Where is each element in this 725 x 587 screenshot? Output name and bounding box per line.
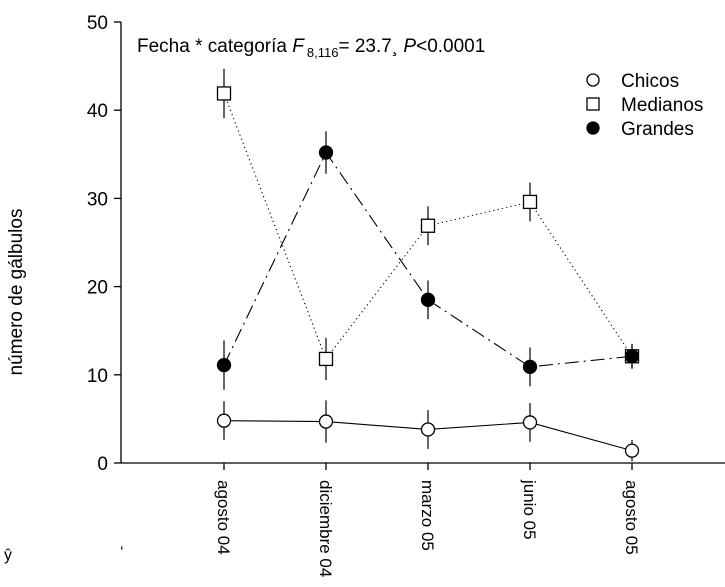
marker-grandes — [522, 359, 538, 375]
legend-label-chicos: Chicos — [621, 71, 679, 92]
markers — [216, 86, 640, 458]
annotation-prefix: Fecha * categoría — [137, 36, 292, 57]
marker-chicos — [522, 415, 538, 430]
series-line-grandes — [223, 151, 633, 368]
stray-mark-left: ŷ — [4, 547, 12, 564]
series-lines — [223, 93, 633, 452]
x-tick-label: agosto 04 — [214, 480, 233, 555]
marker-chicos — [318, 414, 334, 429]
y-tick-label: 10 — [87, 366, 108, 387]
marker-chicos — [624, 443, 640, 458]
annotation-p-value: <0.0001 — [416, 36, 485, 57]
y-tick-label: 40 — [87, 101, 108, 122]
legend-label-medianos: Medianos — [621, 95, 703, 116]
x-tick-label: junio 05 — [520, 479, 539, 540]
y-tick-label: 0 — [97, 454, 108, 475]
annotation-f-subscript: 8,116 — [307, 45, 339, 60]
legend-marker-medianos — [586, 97, 600, 111]
x-tick-label: agosto 05 — [622, 480, 641, 555]
annotation-p-symbol: P — [403, 36, 416, 57]
x-tick-label: diciembre 04 — [316, 480, 335, 577]
annotation-f-symbol: F — [292, 36, 305, 57]
marker-medianos — [522, 194, 538, 210]
legend-label-grandes: Grandes — [621, 119, 694, 140]
error-bars — [223, 68, 633, 462]
marker-chicos — [420, 422, 436, 437]
legend-marker-grandes — [586, 121, 600, 135]
y-tick-label: 20 — [87, 278, 108, 299]
y-tick-label: 30 — [87, 189, 108, 210]
marker-chicos — [216, 413, 232, 428]
series-line-medianos — [223, 93, 633, 361]
marker-grandes — [318, 145, 334, 160]
marker-grandes — [216, 357, 232, 373]
y-tick-label: 50 — [87, 13, 108, 34]
marker-medianos — [420, 218, 436, 233]
x-ticks: agosto 04 diciembre 04 marzo 05 junio 05 ago… — [214, 463, 641, 577]
legend-marker-chicos — [586, 73, 600, 87]
axes — [120, 22, 725, 464]
x-tick-label: marzo 05 — [418, 480, 437, 551]
marker-grandes — [624, 349, 640, 364]
annotation-f-value: = 23.7¸ — [338, 36, 403, 57]
marker-medianos — [216, 86, 232, 101]
stray-mark-middle: ‘ — [120, 544, 124, 561]
marker-grandes — [420, 292, 436, 307]
legend: Chicos Medianos Grandes — [586, 71, 703, 140]
y-axis-label: número de gálbulos — [6, 209, 27, 376]
y-ticks: 0 10 20 30 40 50 — [87, 13, 121, 475]
marker-medianos — [318, 351, 334, 367]
statistics-annotation: Fecha * categoría F 8,116= 23.7¸ P<0.0001 — [137, 36, 485, 60]
